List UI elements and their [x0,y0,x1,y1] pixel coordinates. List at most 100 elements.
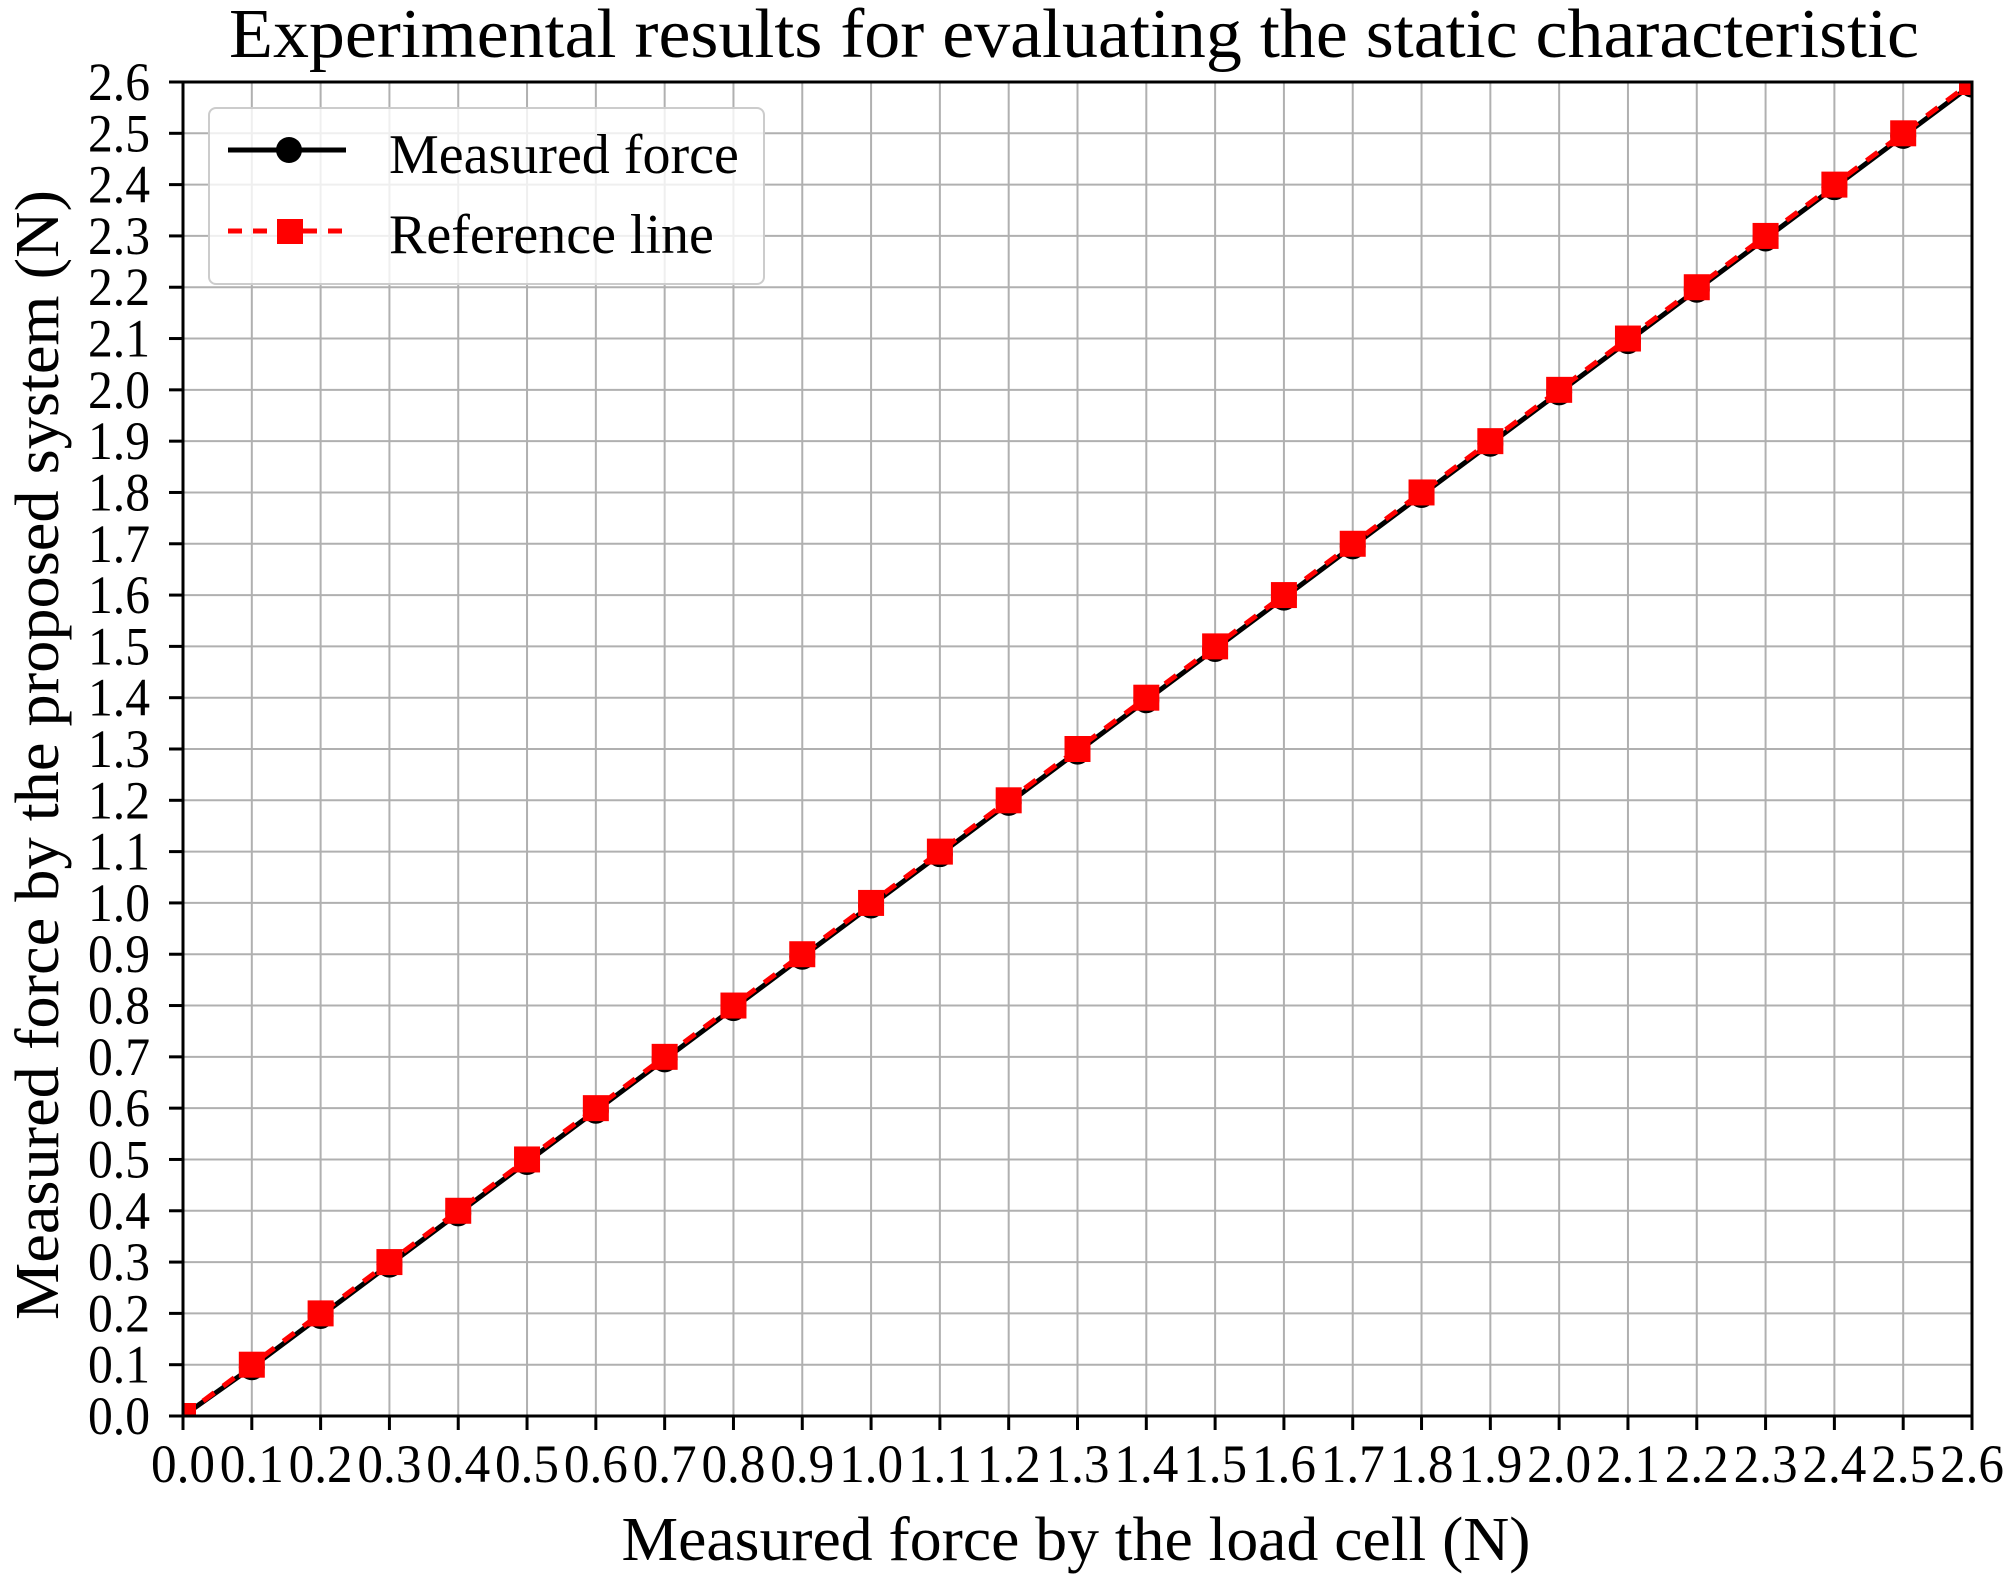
y-tick-label: 1.3 [88,719,150,779]
x-tick-label: 0.7 [633,1434,697,1494]
x-tick-label: 1.5 [1183,1434,1247,1494]
y-tick-label: 0.8 [88,976,150,1036]
x-tick-label: 2.6 [1940,1434,2004,1494]
square-marker [1477,428,1504,455]
square-marker [1683,274,1710,301]
square-marker [926,838,953,865]
x-tick-label: 0.5 [495,1434,559,1494]
x-tick-label: 1.9 [1458,1434,1522,1494]
square-marker [514,1146,541,1173]
x-tick-label: 0.1 [220,1434,284,1494]
square-marker [1202,633,1229,660]
x-tick-label: 2.2 [1665,1434,1729,1494]
y-tick-label: 1.1 [88,822,150,882]
x-tick-label: 1.7 [1321,1434,1385,1494]
black-line-circle-marker-icon [228,137,346,163]
y-tick-label: 1.0 [88,873,150,933]
y-tick-label: 0.9 [88,924,150,984]
y-tick-label: 0.4 [88,1181,150,1241]
y-axis-ticks: 0.00.10.20.30.40.50.60.70.80.91.01.11.21… [88,52,183,1446]
y-tick-label: 1.7 [88,514,150,574]
square-marker [445,1197,472,1224]
y-tick-label: 2.6 [88,52,150,112]
y-tick-label: 0.3 [88,1232,150,1292]
legend-item-measured: Measured force [228,124,739,186]
square-marker [1408,479,1435,506]
x-tick-label: 2.4 [1802,1434,1866,1494]
x-tick-label: 0.6 [564,1434,628,1494]
y-tick-label: 1.6 [88,565,150,625]
square-marker [1821,171,1848,198]
square-marker [1614,325,1641,352]
y-tick-label: 2.1 [88,309,150,369]
x-tick-label: 1.1 [908,1434,972,1494]
x-tick-label: 2.0 [1527,1434,1591,1494]
x-tick-label: 0.0 [151,1434,215,1494]
x-tick-label: 0.8 [701,1434,765,1494]
square-marker [1064,736,1091,762]
y-tick-label: 1.9 [88,411,150,471]
x-tick-label: 1.6 [1252,1434,1316,1494]
chart-title: Experimental results for evaluating the … [229,0,1919,73]
x-tick-label: 0.4 [426,1434,490,1494]
x-axis-ticks: 0.0 0.1 0.2 0.3 0.4 0.5 0.6 0.7 0.8 0.9 1.0 1.1 1.2 1… [151,1416,2004,1494]
grid [182,81,1973,1417]
square-marker [995,787,1022,814]
y-tick-label: 0.5 [88,1129,150,1189]
square-marker [183,1403,196,1416]
y-tick-label: 1.5 [88,616,150,676]
y-tick-label: 2.4 [88,155,150,215]
square-marker [1339,530,1366,557]
data-series [183,82,1972,1416]
x-axis-label: Measured force by the load cell (N) [622,1506,1531,1574]
y-tick-label: 1.8 [88,462,150,522]
square-marker [789,941,816,968]
series-reference-line [183,82,1972,1416]
y-tick-label: 2.2 [88,257,150,317]
y-tick-label: 0.2 [88,1283,150,1343]
y-tick-label: 0.7 [88,1027,150,1087]
x-tick-label: 0.3 [357,1434,421,1494]
y-axis-label: Measured force by the proposed system (N… [4,190,72,1320]
x-tick-label: 1.2 [977,1434,1041,1494]
square-marker [376,1249,403,1276]
square-marker [1546,376,1573,403]
square-marker [1890,120,1917,147]
square-marker [651,1043,678,1070]
x-tick-label: 2.1 [1596,1434,1660,1494]
square-marker [1752,222,1779,249]
x-tick-label: 0.9 [770,1434,834,1494]
square-marker [582,1095,609,1122]
reference-line [183,82,1972,1416]
x-tick-label: 1.0 [839,1434,903,1494]
legend-item-reference: Reference line [228,204,714,266]
legend-label-reference: Reference line [389,204,714,266]
square-marker [1133,684,1160,711]
x-tick-label: 1.4 [1114,1434,1178,1494]
y-tick-label: 0.6 [88,1078,150,1138]
square-marker [1959,82,1972,95]
legend: Measured force Reference line [208,107,765,285]
y-tick-label: 0.1 [88,1335,150,1395]
y-tick-label: 1.4 [88,668,150,728]
square-marker [307,1300,334,1327]
x-tick-label: 0.2 [289,1434,353,1494]
square-marker [720,992,747,1019]
x-tick-label: 1.3 [1046,1434,1110,1494]
x-tick-label: 2.3 [1734,1434,1798,1494]
square-marker [1270,582,1297,609]
y-tick-label: 2.5 [88,103,150,163]
legend-box [208,107,765,285]
y-tick-label: 0.0 [88,1386,150,1446]
red-dashed-line-square-marker-icon [228,219,346,244]
legend-label-measured: Measured force [389,124,739,186]
x-tick-label: 2.5 [1871,1434,1935,1494]
square-marker [858,889,885,916]
plot-area: 0.0 0.1 0.2 0.3 0.4 0.5 0.6 0.7 0.8 0.9 1.0 1.1 1.2 1… [88,52,2004,1494]
y-tick-label: 2.3 [88,206,150,266]
square-marker [238,1351,265,1378]
y-tick-label: 1.2 [88,770,150,830]
x-tick-label: 1.8 [1390,1434,1454,1494]
y-tick-label: 2.0 [88,360,150,420]
